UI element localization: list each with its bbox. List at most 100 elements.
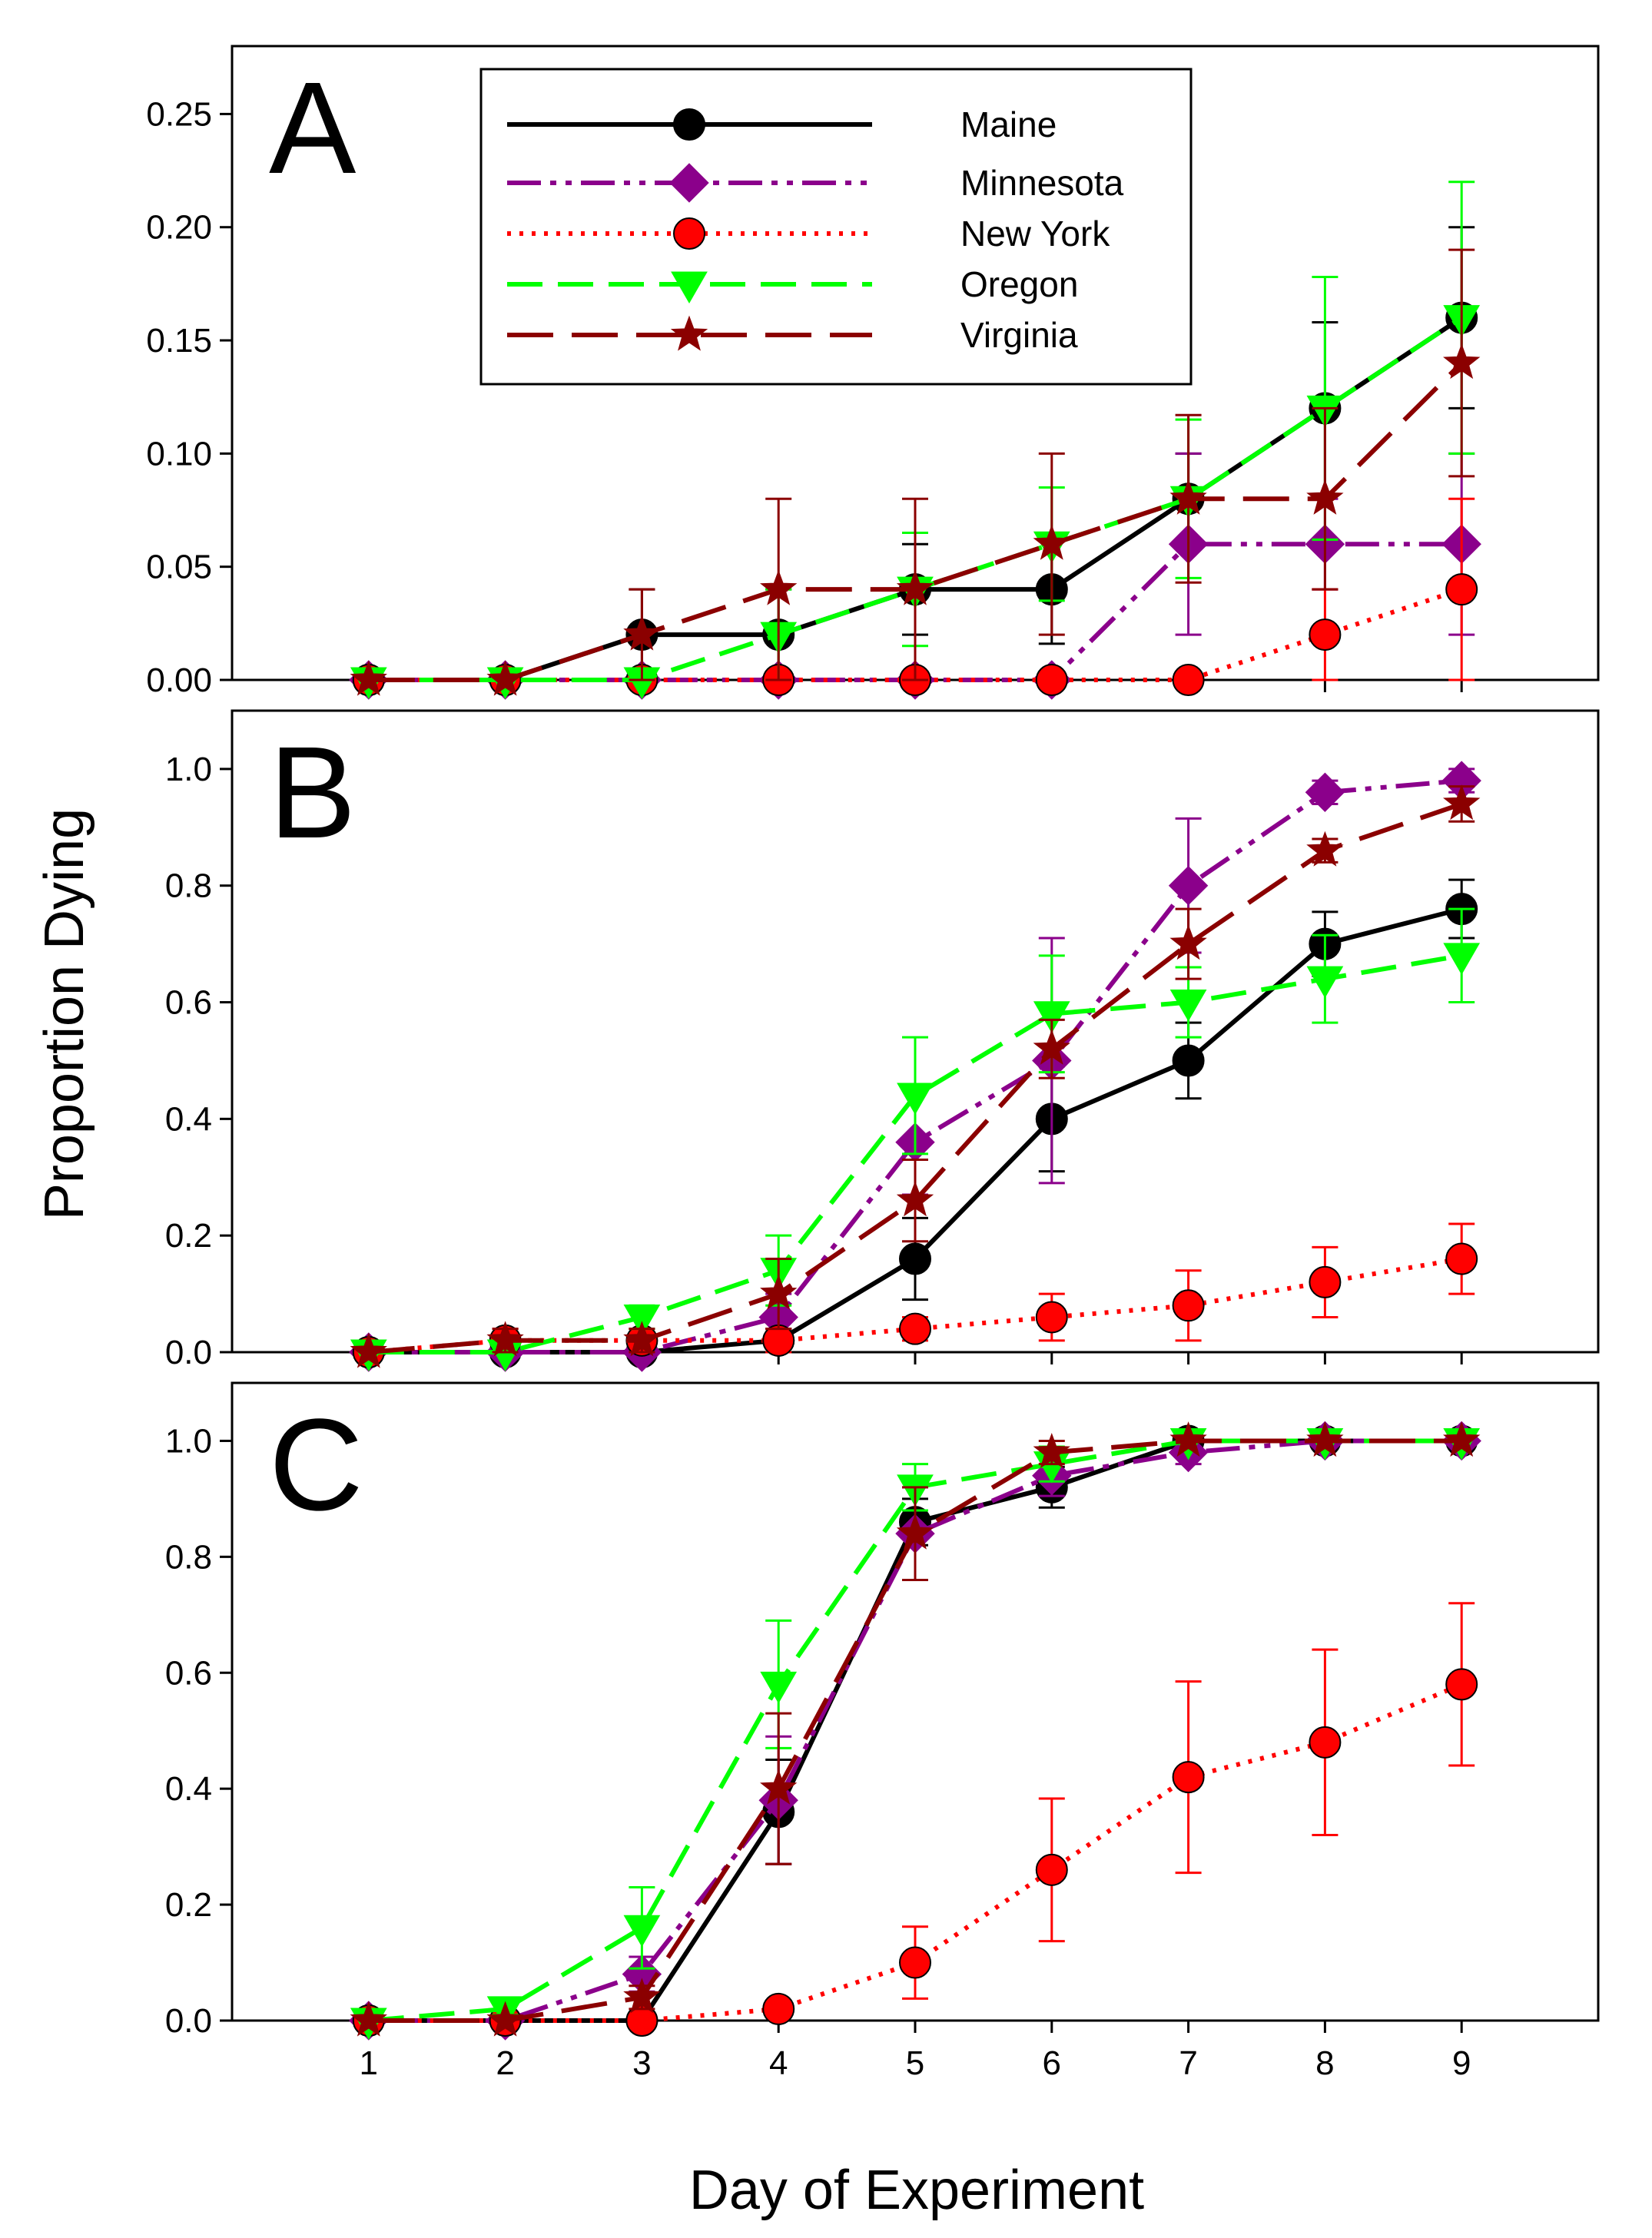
y-tick-label: 0.6 (165, 1654, 212, 1692)
y-tick-label: 0.0 (165, 1334, 212, 1371)
series-virginia (350, 1421, 1481, 2037)
legend-marker (669, 163, 709, 203)
y-tick-label: 0.8 (165, 867, 212, 905)
y-tick-label: 0.2 (165, 1886, 212, 1924)
legend-label: Minnesota (960, 163, 1124, 203)
x-tick-label: 2 (496, 2044, 514, 2082)
data-point (1309, 1726, 1342, 1759)
data-point (1172, 664, 1205, 696)
series-new-york (352, 1602, 1478, 2037)
data-point (350, 2001, 387, 2037)
y-tick-label: 0.4 (165, 1770, 212, 1808)
x-axis-label: Day of Experiment (689, 2160, 1144, 2221)
data-point (1305, 772, 1345, 812)
x-tick-label: 1 (360, 2044, 378, 2082)
data-point (1172, 1761, 1205, 1794)
data-point (1445, 573, 1478, 606)
data-point (760, 569, 798, 605)
x-tick-label: 5 (906, 2044, 924, 2082)
x-tick-label: 9 (1452, 2044, 1471, 2082)
legend: Maine Minnesota New York Oregon Virginia (479, 68, 1193, 386)
data-point (760, 1274, 798, 1310)
x-tick-label: 6 (1043, 2044, 1061, 2082)
series-oregon (350, 907, 1481, 1372)
data-point (1033, 1001, 1070, 1033)
data-point (760, 1671, 798, 1704)
data-point (1035, 664, 1068, 696)
data-point (896, 1181, 934, 1217)
data-point (350, 1332, 387, 1368)
data-point (1306, 831, 1344, 867)
data-point (486, 2001, 524, 2037)
data-point (1309, 1265, 1342, 1298)
data-point (1035, 1301, 1068, 1334)
data-point (1033, 1029, 1070, 1065)
data-point (623, 1304, 661, 1337)
data-point (896, 569, 934, 605)
data-point (623, 615, 661, 651)
y-tick-label: 0.15 (146, 322, 212, 360)
data-point (1033, 524, 1070, 560)
data-point (1172, 1289, 1205, 1322)
panel-label: A (269, 55, 357, 201)
data-point (486, 660, 524, 696)
y-tick-label: 0.20 (146, 209, 212, 247)
data-point (623, 1978, 661, 2014)
data-point (623, 1915, 661, 1948)
data-point (1033, 1433, 1070, 1469)
legend-label: Oregon (960, 264, 1078, 304)
x-tick-label: 4 (769, 2044, 788, 2082)
data-point (1172, 1044, 1205, 1077)
data-point (1306, 479, 1344, 515)
data-point (1169, 479, 1207, 515)
legend-label: Virginia (960, 315, 1078, 355)
y-tick-label: 1.0 (165, 751, 212, 788)
data-point (350, 660, 387, 696)
panel-label: C (269, 1392, 363, 1538)
data-point (1443, 343, 1481, 380)
y-tick-label: 0.25 (146, 95, 212, 133)
legend-marker (673, 217, 705, 250)
data-point (1035, 1853, 1068, 1886)
x-tick-label: 8 (1315, 2044, 1334, 2082)
panel-label: B (269, 720, 356, 866)
panel-b: 0.0 0.2 0.4 0.6 0.8 1.0 B (165, 709, 1600, 1372)
data-point (899, 1312, 931, 1345)
plot-root: 0.000.050.100.150.200.25 A MaineMinnesotaN… (146, 45, 1600, 2082)
data-point (899, 1946, 931, 1979)
panel-a: 0.00 0.05 0.10 0.15 0.20 0.25 A Maine Minnesota N… (146, 45, 1600, 700)
data-point (762, 1992, 795, 2025)
data-point (760, 1769, 798, 1805)
data-point (896, 1514, 934, 1550)
y-tick-label: 0.00 (146, 661, 212, 699)
y-tick-label: 0.6 (165, 984, 212, 1022)
data-point (1443, 784, 1481, 821)
y-axis-label: Proportion Dying (34, 808, 95, 1220)
legend-marker (673, 108, 705, 141)
data-point (1309, 618, 1342, 652)
x-tick-label: 7 (1179, 2044, 1197, 2082)
legend-marker (671, 271, 708, 304)
data-point (1169, 1421, 1207, 1457)
series-virginia (350, 784, 1481, 1368)
data-point (1445, 1668, 1478, 1701)
data-point (1443, 1421, 1481, 1457)
data-point (486, 1321, 524, 1357)
data-point (897, 1083, 934, 1116)
data-point (1306, 966, 1344, 999)
series-line (368, 953, 1462, 1354)
y-tick-label: 0.05 (146, 549, 212, 586)
x-tick-label: 3 (632, 2044, 651, 2082)
y-tick-label: 0.2 (165, 1217, 212, 1255)
y-tick-label: 1.0 (165, 1422, 212, 1460)
legend-marker (670, 315, 708, 351)
data-point (1168, 866, 1209, 906)
data-point (1443, 943, 1481, 975)
y-tick-label: 0.8 (165, 1538, 212, 1576)
y-tick-label: 0.4 (165, 1100, 212, 1138)
series-virginia (350, 248, 1481, 696)
legend-label: New York (960, 214, 1110, 254)
y-tick-label: 0.0 (165, 2002, 212, 2040)
data-point (1306, 1421, 1344, 1457)
